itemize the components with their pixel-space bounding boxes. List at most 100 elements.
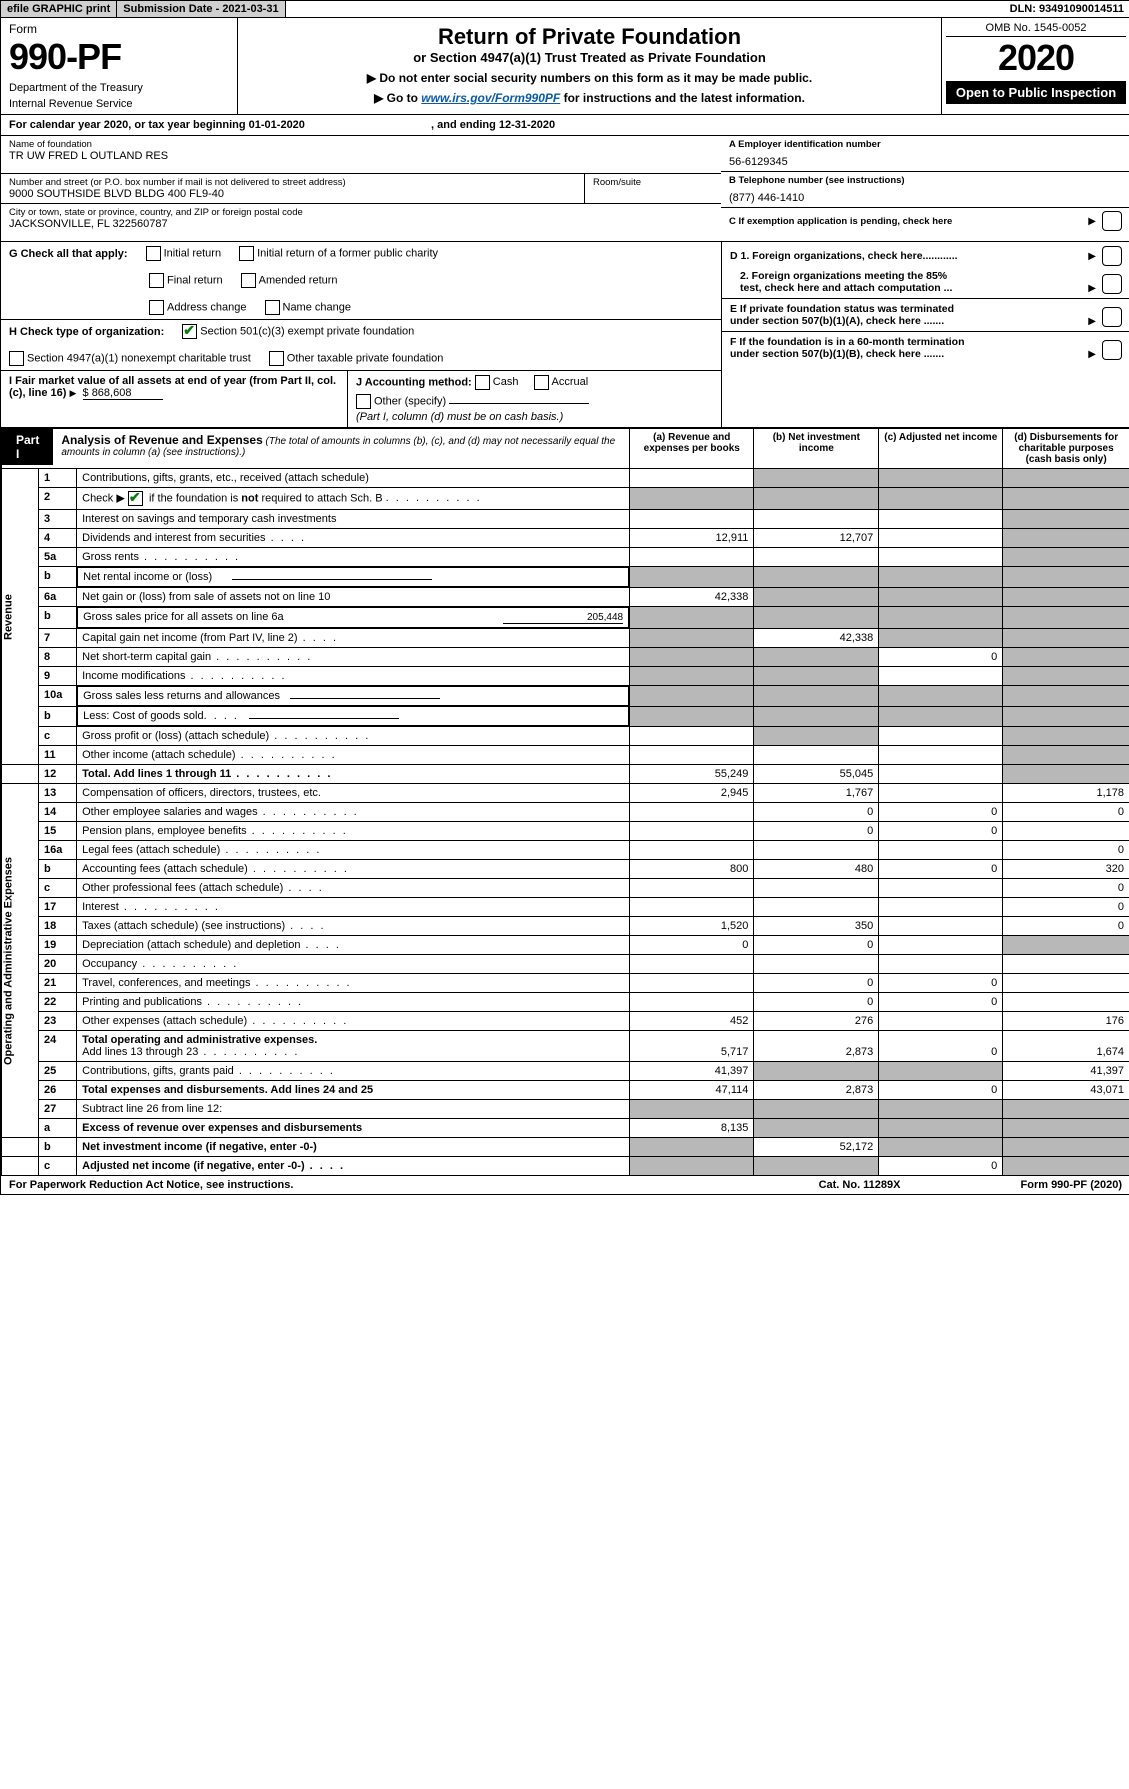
- phone-block: B Telephone number (see instructions) (8…: [721, 172, 1129, 208]
- line-desc: Other expenses (attach schedule): [77, 1012, 630, 1031]
- cb-initial-former[interactable]: [239, 246, 254, 261]
- r15-d: Pension plans, employee benefits: [82, 825, 247, 837]
- irs-link[interactable]: www.irs.gov/Form990PF: [421, 91, 560, 105]
- form-number: 990-PF: [9, 36, 229, 78]
- r5b-line[interactable]: [232, 579, 432, 580]
- r24-d2: Add lines 13 through 23: [82, 1046, 198, 1058]
- cb-name-change[interactable]: [265, 300, 280, 315]
- col-c-header: (c) Adjusted net income: [879, 429, 1003, 469]
- cb-501c3[interactable]: [182, 324, 197, 339]
- line-num: 17: [39, 898, 77, 917]
- cb-schb[interactable]: [128, 491, 143, 506]
- j-other-line[interactable]: [449, 403, 589, 404]
- cb-4947[interactable]: [9, 351, 24, 366]
- form-subtitle: or Section 4947(a)(1) Trust Treated as P…: [246, 50, 933, 65]
- arrow-icon: [70, 387, 80, 399]
- g-addr-change: Address change: [167, 301, 247, 313]
- line-desc: Check ▶ if the foundation is not require…: [77, 488, 630, 510]
- d2a-label: 2. Foreign organizations meeting the 85%: [740, 270, 947, 282]
- line-num: c: [39, 727, 77, 746]
- cb-initial[interactable]: [146, 246, 161, 261]
- addr-value: 9000 SOUTHSIDE BLVD BLDG 400 FL9-40: [9, 188, 576, 200]
- cb-cash[interactable]: [475, 375, 490, 390]
- table-row: 5a Gross rents: [2, 548, 1129, 567]
- f-checkbox[interactable]: [1102, 340, 1122, 360]
- line-desc: Contributions, gifts, grants paid: [77, 1062, 630, 1081]
- amt: 0: [879, 822, 1003, 841]
- line-desc: Dividends and interest from securities: [77, 529, 630, 548]
- line-num: 8: [39, 648, 77, 667]
- e-checkbox[interactable]: [1102, 307, 1122, 327]
- g-row: G Check all that apply: Initial return I…: [1, 242, 721, 320]
- instr-suffix: for instructions and the latest informat…: [560, 91, 805, 105]
- f-b: under section 507(b)(1)(B), check here .…: [730, 348, 944, 360]
- line-num: 5a: [39, 548, 77, 567]
- footer-catno: Cat. No. 11289X: [819, 1179, 901, 1191]
- r21-d: Travel, conferences, and meetings: [82, 977, 250, 989]
- r16b-d: Accounting fees (attach schedule): [82, 863, 248, 875]
- line-num: 16a: [39, 841, 77, 860]
- r10a-line[interactable]: [290, 698, 440, 699]
- cb-amended[interactable]: [241, 273, 256, 288]
- d1-checkbox[interactable]: [1102, 246, 1122, 266]
- amt: 0: [1003, 879, 1129, 898]
- table-row: Revenue 1 Contributions, gifts, grants, …: [2, 469, 1129, 488]
- amt: 0: [1003, 841, 1129, 860]
- r12-d: Total. Add lines 1 through 11: [82, 768, 231, 780]
- amt: 0: [754, 803, 879, 822]
- table-row: 15 Pension plans, employee benefits 00: [2, 822, 1129, 841]
- cb-other-tax[interactable]: [269, 351, 284, 366]
- dept-irs: Internal Revenue Service: [9, 98, 229, 110]
- cb-addr-change[interactable]: [149, 300, 164, 315]
- cb-final[interactable]: [149, 273, 164, 288]
- e-a: E If private foundation status was termi…: [730, 303, 954, 315]
- line-desc: Less: Cost of goods sold: [77, 706, 629, 726]
- identity-right: A Employer identification number 56-6129…: [721, 136, 1129, 241]
- line-desc: Excess of revenue over expenses and disb…: [77, 1119, 630, 1138]
- cal-end: , and ending 12-31-2020: [431, 119, 555, 131]
- table-row: 24 Total operating and administrative ex…: [2, 1031, 1129, 1062]
- r5b-d: Net rental income or (loss): [83, 571, 212, 583]
- line-desc: Net short-term capital gain: [77, 648, 630, 667]
- expenses-side-label: Operating and Administrative Expenses: [2, 784, 39, 1138]
- amt: 0: [879, 803, 1003, 822]
- r10b-d: Less: Cost of goods sold: [83, 710, 203, 722]
- r10c-d: Gross profit or (loss) (attach schedule): [82, 730, 269, 742]
- table-row: 17 Interest 0: [2, 898, 1129, 917]
- line-num: 4: [39, 529, 77, 548]
- amt: 2,945: [630, 784, 754, 803]
- identity-left: Name of foundation TR UW FRED L OUTLAND …: [1, 136, 721, 241]
- r2-b: if the foundation is not required to att…: [149, 492, 383, 504]
- r18-d: Taxes (attach schedule) (see instruction…: [82, 920, 285, 932]
- efile-print-button[interactable]: efile GRAPHIC print: [1, 1, 117, 17]
- pending-checkbox[interactable]: [1102, 211, 1122, 231]
- line-num: b: [39, 1138, 77, 1157]
- h-label: H Check type of organization:: [9, 326, 164, 338]
- calendar-year-row: For calendar year 2020, or tax year begi…: [1, 115, 1129, 136]
- j-note: (Part I, column (d) must be on cash basi…: [356, 411, 713, 423]
- line-num: b: [39, 860, 77, 879]
- line-desc: Travel, conferences, and meetings: [77, 974, 630, 993]
- table-row: Operating and Administrative Expenses 13…: [2, 784, 1129, 803]
- amt: 276: [754, 1012, 879, 1031]
- d2-checkbox[interactable]: [1102, 274, 1122, 294]
- cb-accrual[interactable]: [534, 375, 549, 390]
- lower-block: G Check all that apply: Initial return I…: [1, 242, 1129, 428]
- table-row: b Accounting fees (attach schedule) 800 …: [2, 860, 1129, 879]
- amt: 1,178: [1003, 784, 1129, 803]
- g-initial-former: Initial return of a former public charit…: [257, 247, 438, 259]
- line-desc: Total expenses and disbursements. Add li…: [77, 1081, 630, 1100]
- j-other: Other (specify): [374, 395, 446, 407]
- submission-date-button[interactable]: Submission Date - 2021-03-31: [117, 1, 285, 17]
- pending-label: C If exemption application is pending, c…: [729, 216, 952, 227]
- line-desc: Net investment income (if negative, ente…: [77, 1138, 630, 1157]
- line-desc: Gross sales price for all assets on line…: [77, 607, 629, 628]
- name-block: Name of foundation TR UW FRED L OUTLAND …: [1, 136, 721, 174]
- lower-left: G Check all that apply: Initial return I…: [1, 242, 722, 427]
- addr-label: Number and street (or P.O. box number if…: [9, 177, 576, 188]
- amt: 2,873: [754, 1031, 879, 1062]
- line-num: 1: [39, 469, 77, 488]
- r10b-line[interactable]: [249, 718, 399, 719]
- cb-other[interactable]: [356, 394, 371, 409]
- table-row: 3 Interest on savings and temporary cash…: [2, 510, 1129, 529]
